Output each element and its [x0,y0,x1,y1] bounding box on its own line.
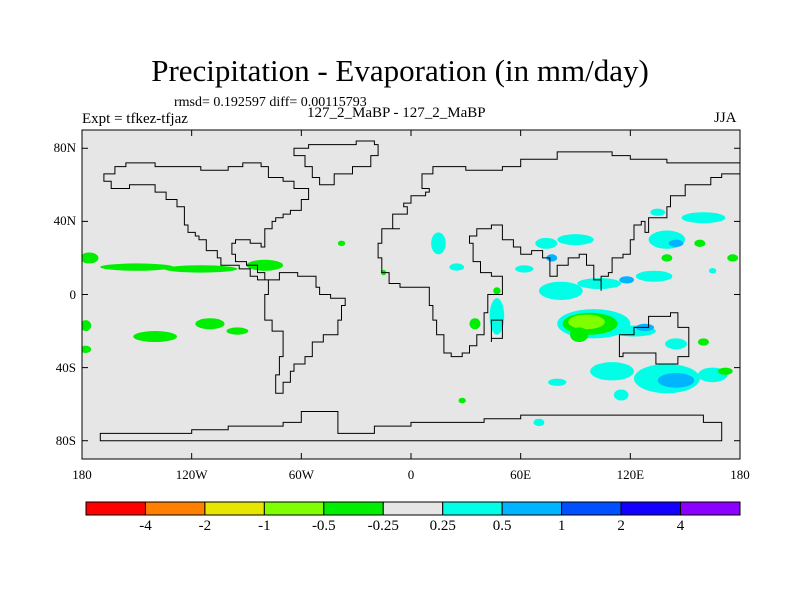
x-tick-label: 180 [730,467,750,482]
contour-region [195,318,225,330]
chart-title: Precipitation - Evaporation (in mm/day) [151,53,649,88]
contour-region [697,338,709,346]
colorbar-label: 4 [676,518,685,534]
contour-region [337,240,346,247]
x-tick-label: 120W [175,467,208,482]
x-tick-label: 180 [72,467,92,482]
contour-region [590,362,634,381]
contour-region [82,345,92,353]
chart-subtitle: 127_2_MaBP - 127_2_MaBP [307,105,486,121]
contour-region [619,276,634,284]
y-tick-label: 80S [55,432,76,448]
contour-region [100,263,174,271]
colorbar-box [620,501,682,516]
contour-region [82,320,92,332]
colorbar-box [561,501,622,516]
x-tick-label: 0 [407,467,415,482]
x-tick-label: 60W [288,467,314,482]
colorbar-box [263,501,325,516]
coastline-madagascar [490,319,503,342]
contour-region [661,254,673,262]
y-tick-label: 40S [55,359,76,375]
season-label: JJA [714,110,737,126]
contour-region [718,367,733,375]
colorbar-label: 1 [557,518,566,534]
contour-region [613,389,629,401]
contour-region [681,212,726,224]
contour-region [650,208,666,216]
contour-region [449,263,465,271]
coastline-antarctica [99,411,723,442]
x-tick-label: 60E [510,467,532,482]
contour-region [458,397,466,404]
contour-region [668,239,684,247]
coastline-greenland [293,140,379,186]
colorbar-box [442,501,503,516]
contour-region [538,281,583,300]
plot-background [82,130,740,459]
colorbar-box [382,501,444,516]
contour-region [665,338,687,350]
colorbar-label: 2 [617,518,625,534]
contour-region [431,232,446,255]
coastline-north-america [103,162,310,281]
colorbar-box [680,501,741,516]
y-tick-label: 0 [69,286,77,302]
colorbar-box [85,501,146,516]
contour-region [493,287,501,295]
contour-region [657,373,695,388]
colorbar-label: 0.25 [429,518,456,534]
contour-region [133,331,178,343]
colorbar-label: -1 [258,518,271,534]
contour-region [246,259,284,271]
colorbar-label: -0.25 [367,518,399,534]
contour-region [226,327,249,335]
contour-region [568,314,605,330]
contour-region [164,265,238,273]
contour-region [515,265,534,273]
stats-label: rmsd= 0.192597 diff= 0.00115793 [174,95,367,110]
contour-region [533,418,545,427]
y-tick-label: 40N [53,213,76,229]
contour-region [489,298,505,335]
contour-region [546,254,558,262]
coastline-south-america [264,272,346,394]
colorbar-label: -0.5 [311,518,336,534]
contour-region [635,270,673,282]
coastline-eurasia-africa [377,151,740,358]
colorbar-label: 0.5 [492,518,512,534]
contour-region [570,327,589,343]
contour-region [577,278,622,290]
x-tick-label: 120E [616,467,645,482]
contour-region [82,252,99,264]
colorbar-box [204,501,265,516]
contour-region [469,318,481,330]
experiment-label: Expt = tfkez-tfjaz [82,111,188,127]
contour-region [557,234,594,246]
contour-region [535,237,558,249]
contour-region [548,378,567,386]
colorbar-label: -4 [139,518,152,534]
coastline-australia [618,312,690,365]
y-tick-label: 80N [53,140,76,156]
colorbar-label: -2 [198,518,212,534]
colorbar-box [323,501,384,516]
contour-region [727,254,739,262]
colorbar-box [501,501,563,516]
contour-region [708,267,717,274]
colorbar-box [144,501,206,516]
contour-region [694,239,706,247]
